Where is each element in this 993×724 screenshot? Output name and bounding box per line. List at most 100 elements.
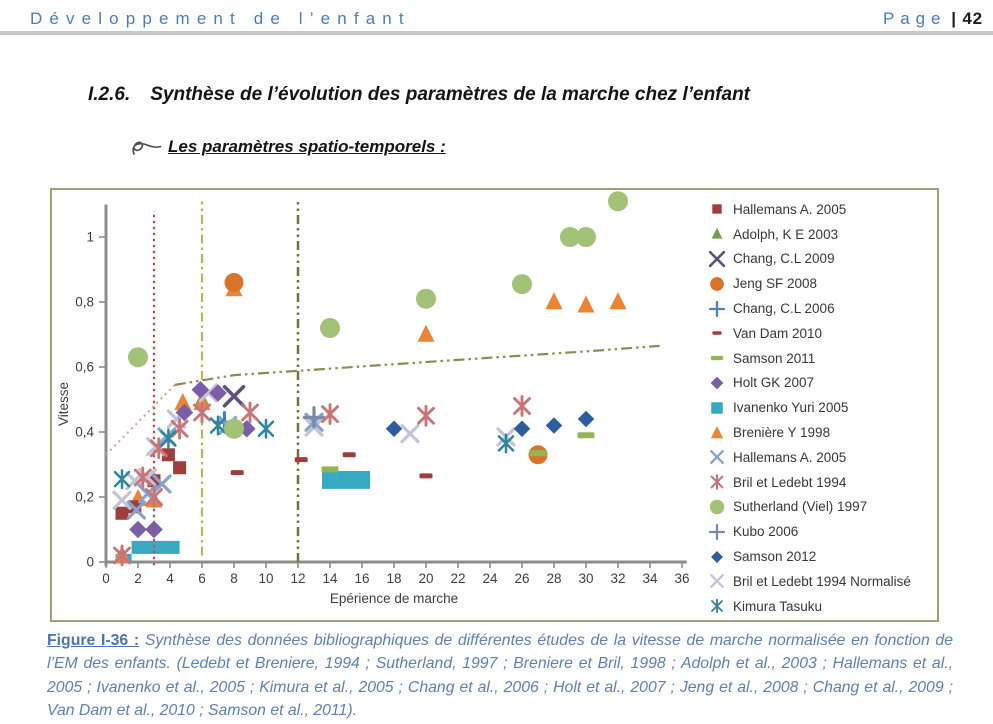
x-tick-label: 10 — [258, 571, 273, 586]
legend-swatch-x — [710, 450, 724, 465]
x-tick-label: 16 — [354, 571, 369, 586]
x-tick-label: 26 — [514, 571, 529, 586]
legend-label: Chang, C.L 2006 — [733, 301, 835, 317]
swirl-flourish-icon — [132, 141, 162, 155]
legend-item: Brenière Y 1998 — [708, 420, 936, 445]
legend-item: Sutherland (Viel) 1997 — [708, 495, 936, 520]
legend-swatch-diamond — [710, 376, 724, 390]
legend-label: Van Dam 2010 — [733, 325, 823, 341]
section-number: I.2.6. — [88, 84, 131, 105]
legend-item: Chang, C.L 2006 — [708, 296, 936, 321]
header-page-number: | 42 — [951, 9, 983, 28]
legend-item: Chang, C.L 2009 — [708, 247, 936, 272]
y-tick-label: 0,8 — [75, 295, 94, 310]
x-tick-label: 32 — [610, 571, 625, 586]
legend-label: Bril et Ledebt 1994 — [733, 474, 847, 490]
x-tick-label: 22 — [450, 571, 465, 586]
x-tick-label: 36 — [674, 571, 689, 586]
chart-legend: Hallemans A. 2005 Adolph, K E 2003 Chang, … — [708, 197, 936, 619]
page-header: Développement de l’enfant Page | 42 — [0, 0, 993, 35]
legend-label: Hallemans A. 2005 — [733, 201, 847, 217]
x-tick-label: 6 — [198, 571, 206, 586]
legend-label: Hallemans A. 2005 — [733, 449, 847, 465]
header-page-label: Page — [882, 9, 947, 28]
trend-line — [105, 384, 176, 456]
y-tick-label: 1 — [86, 230, 94, 245]
legend-swatch-hdash — [712, 331, 722, 336]
figure-label: Figure I-36 : — [47, 632, 140, 649]
legend-swatch-hdash — [710, 356, 724, 361]
legend-label: Brenière Y 1998 — [733, 425, 831, 441]
x-tick-label: 8 — [230, 571, 238, 586]
legend-label: Adolph, K E 2003 — [733, 226, 839, 242]
figure-caption: Figure I-36 : Synthèse des données bibli… — [47, 629, 953, 723]
legend-item: Samson 2012 — [708, 544, 936, 569]
legend-label: Sutherland (Viel) 1997 — [733, 499, 868, 515]
figure-chart: 0 2 4 6 8 10 12 14 16 18 20 22 24 26 28 30 32 34 36 0 0,2 0,4… — [50, 188, 939, 622]
legend-label: Kubo 2006 — [733, 524, 799, 540]
x-axis-title: Epérience de marche — [330, 591, 458, 606]
legend-swatch-xbar — [710, 474, 724, 490]
legend-label: Samson 2011 — [733, 350, 816, 366]
x-tick-label: 28 — [546, 571, 561, 586]
trend-line — [174, 344, 660, 386]
legend-swatch-triangle — [711, 227, 723, 239]
x-tick-label: 0 — [102, 571, 110, 586]
y-tick-label: 0,6 — [75, 360, 94, 375]
legend-item: Kimura Tasuku — [708, 594, 936, 619]
legend-swatch-x — [708, 250, 726, 268]
legend-item: Bril et Ledebt 1994 Normalisé — [708, 569, 936, 594]
legend-swatch-circle — [710, 276, 724, 291]
legend-item: Samson 2011 — [708, 346, 936, 371]
x-tick-label: 30 — [578, 571, 593, 586]
x-tick-label: 24 — [482, 571, 498, 586]
x-tick-label: 12 — [290, 571, 305, 586]
header-page: Page | 42 — [883, 9, 983, 29]
scatter-plot: 0 2 4 6 8 10 12 14 16 18 20 22 24 26 28 30 32 34 3600,20,4… — [56, 191, 690, 606]
y-tick-label: 0 — [86, 555, 94, 570]
legend-item: Hallemans A. 2005 — [708, 197, 936, 222]
y-tick-label: 0,2 — [75, 490, 94, 505]
x-tick-label: 14 — [322, 571, 338, 586]
legend-label: Ivanenko Yuri 2005 — [733, 400, 849, 416]
header-title: Développement de l’enfant — [30, 9, 411, 28]
legend-swatch-plus — [708, 300, 726, 317]
legend-swatch-xbar — [711, 598, 723, 614]
legend-item: Adolph, K E 2003 — [708, 222, 936, 247]
legend-swatch-circle — [709, 499, 725, 515]
legend-label: Bril et Ledebt 1994 Normalisé — [733, 573, 911, 589]
bullet-label: Les paramètres spatio-temporels : — [168, 137, 446, 156]
legend-swatch-plus — [708, 523, 726, 540]
header-rule — [0, 31, 993, 35]
legend-label: Jeng SF 2008 — [733, 276, 818, 292]
legend-item: Bril et Ledebt 1994 — [708, 470, 936, 495]
legend-item: Jeng SF 2008 — [708, 271, 936, 296]
x-tick-label: 34 — [642, 571, 658, 586]
x-tick-label: 2 — [134, 571, 142, 586]
legend-swatch-triangle — [710, 425, 724, 438]
y-tick-label: 0,4 — [75, 425, 94, 440]
legend-swatch-diamond — [711, 550, 723, 563]
x-tick-label: 4 — [166, 571, 174, 586]
legend-item: Kubo 2006 — [708, 519, 936, 544]
legend-label: Samson 2012 — [733, 549, 817, 565]
legend-swatch-square — [712, 204, 722, 215]
section-title: Synthèse de l’évolution des paramètres d… — [150, 84, 751, 105]
legend-label: Chang, C.L 2009 — [733, 251, 835, 267]
x-tick-label: 18 — [386, 571, 401, 586]
legend-item: Holt GK 2007 — [708, 371, 936, 396]
legend-label: Kimura Tasuku — [733, 598, 823, 614]
data-bar — [322, 471, 370, 489]
legend-item: Hallemans A. 2005 — [708, 445, 936, 470]
data-bar — [131, 540, 180, 554]
legend-label: Holt GK 2007 — [733, 375, 815, 391]
legend-swatch-x — [710, 574, 724, 589]
section-heading: I.2.6. Synthèse de l’évolution des paramè… — [88, 84, 750, 106]
legend-item: Ivanenko Yuri 2005 — [708, 395, 936, 420]
caption-text: Synthèse des données bibliographiques de… — [47, 632, 954, 720]
x-tick-label: 20 — [418, 571, 433, 586]
legend-swatch-bar — [711, 402, 723, 414]
legend-item: Van Dam 2010 — [708, 321, 936, 346]
y-axis-title: Vitesse — [56, 382, 71, 426]
